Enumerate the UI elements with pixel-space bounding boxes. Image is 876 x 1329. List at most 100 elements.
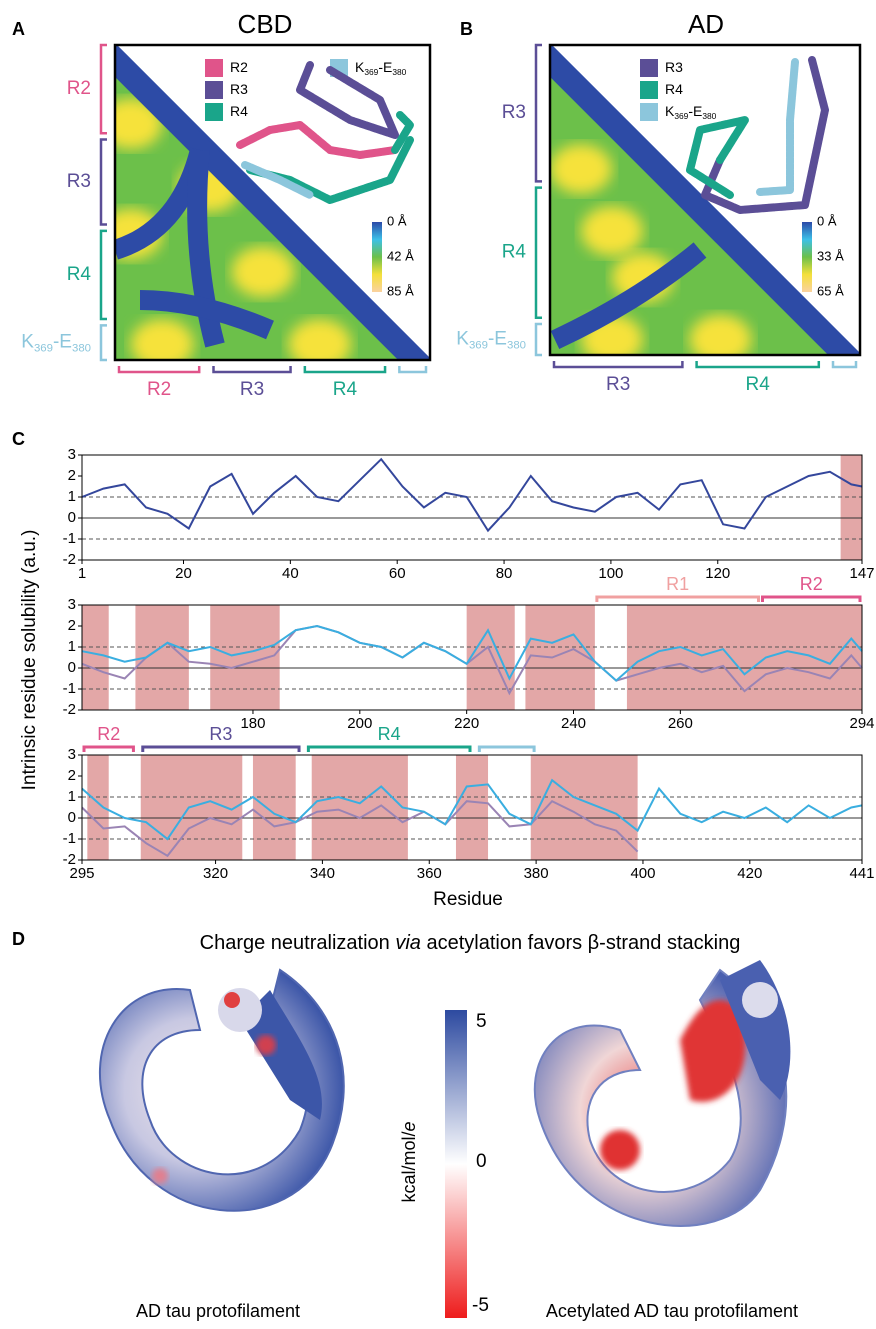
title-part: via — [395, 932, 421, 954]
legend-swatch — [640, 103, 658, 121]
y-tick-label: 1 — [68, 488, 76, 505]
label-part: R2 — [230, 59, 248, 75]
label-part: R4 — [67, 264, 92, 285]
bracket — [99, 324, 107, 362]
colorbar-label: 0 Å — [817, 213, 837, 228]
label-part: 369 — [364, 67, 378, 77]
panel-letter: B — [460, 19, 473, 39]
region-label: R3 — [230, 81, 248, 97]
plot-frame — [81, 604, 863, 711]
bracket — [212, 366, 292, 374]
region-label: R4 — [230, 103, 248, 119]
x-tick-label: 147 — [849, 565, 874, 582]
label-part: K — [21, 332, 34, 353]
shaded-region — [82, 605, 109, 710]
shaded-region — [252, 755, 296, 860]
label-part: R4 — [230, 103, 248, 119]
label-part: K — [665, 103, 675, 119]
bracket — [398, 366, 428, 374]
series-line — [81, 624, 863, 682]
series-line — [81, 778, 863, 841]
caption: Acetylated AD tau protofilament — [546, 1301, 798, 1321]
title-part: Charge neutralization — [200, 932, 396, 954]
label-part: R2 — [67, 78, 91, 99]
colorbar-label: 0 — [476, 1151, 487, 1172]
y-tick-label: 0 — [68, 659, 76, 676]
region-label: R2 — [97, 724, 120, 744]
region-label: R2 — [147, 379, 171, 400]
molecule-left — [99, 968, 345, 1212]
series-line — [81, 624, 863, 696]
y-tick-label: 1 — [68, 788, 76, 805]
shaded-region — [311, 755, 408, 860]
region-label: K369-E380 — [355, 59, 407, 78]
x-tick-label: 180 — [240, 715, 265, 732]
x-tick-label: 120 — [705, 565, 730, 582]
region-label: K369-E380 — [21, 332, 91, 355]
map-blob — [231, 246, 295, 297]
region-bracket — [306, 745, 472, 752]
chain — [296, 61, 399, 139]
shaded-region — [626, 605, 862, 710]
region-label: R4 — [67, 264, 92, 285]
x-tick-label: 380 — [524, 865, 549, 882]
legend-swatch — [640, 81, 658, 99]
legend-swatch — [640, 59, 658, 77]
map-blob — [288, 319, 352, 360]
y-tick-label: 0 — [68, 809, 76, 826]
panel-letter: A — [12, 19, 25, 39]
y-tick-label: 3 — [68, 596, 76, 613]
bracket — [534, 322, 542, 357]
title-part: acetylation favors β-strand stacking — [421, 932, 740, 954]
label-part: -E — [688, 103, 702, 119]
plot-frame — [81, 754, 863, 861]
x-tick-label: 40 — [282, 565, 299, 582]
x-tick-label: 60 — [389, 565, 406, 582]
y-tick-label: 3 — [68, 746, 76, 763]
label-part: R3 — [240, 379, 264, 400]
x-tick-label: 20 — [175, 565, 192, 582]
label-part: 369 — [674, 111, 688, 121]
map-band — [187, 149, 225, 348]
panel-title: CBD — [238, 9, 293, 39]
label-part: -E — [488, 329, 507, 350]
colorbar-label: 33 Å — [817, 248, 844, 263]
label-part: K — [456, 329, 469, 350]
bracket — [695, 361, 821, 369]
bracket — [534, 43, 542, 183]
series-line — [81, 799, 639, 858]
x-tick-label: 320 — [203, 865, 228, 882]
legend-swatch — [205, 81, 223, 99]
chain — [756, 58, 799, 196]
x-tick-label: 360 — [417, 865, 442, 882]
region-label: R4 — [502, 242, 527, 263]
region-label: R4 — [746, 374, 771, 395]
colorbar-label: 65 Å — [817, 283, 844, 298]
colorbar-label: 0 Å — [387, 213, 407, 228]
chain — [236, 121, 399, 159]
y-tick-label: -2 — [63, 701, 76, 718]
legend-swatch — [205, 59, 223, 77]
legend-swatch — [205, 103, 223, 121]
x-tick-label: 400 — [630, 865, 655, 882]
map-border — [113, 43, 432, 362]
y-tick-label: 1 — [68, 638, 76, 655]
label-part: R3 — [67, 171, 91, 192]
x-tick-label: 80 — [496, 565, 513, 582]
label-part: R2 — [147, 379, 171, 400]
x-tick-label: 100 — [598, 565, 623, 582]
region-label: R2 — [67, 78, 91, 99]
region-label: R4 — [378, 724, 401, 744]
bracket — [99, 43, 107, 135]
panel-title: AD — [688, 9, 724, 39]
y-tick-label: -2 — [63, 551, 76, 568]
series-line — [81, 457, 863, 533]
region-label: R3 — [665, 59, 683, 75]
region-bracket — [595, 595, 760, 602]
colorbar-label: 5 — [476, 1011, 487, 1032]
region-label: R3 — [209, 724, 232, 744]
label-part: kcal/mol/ — [399, 1132, 419, 1203]
map-band — [550, 242, 707, 350]
region-label: R3 — [502, 102, 526, 123]
